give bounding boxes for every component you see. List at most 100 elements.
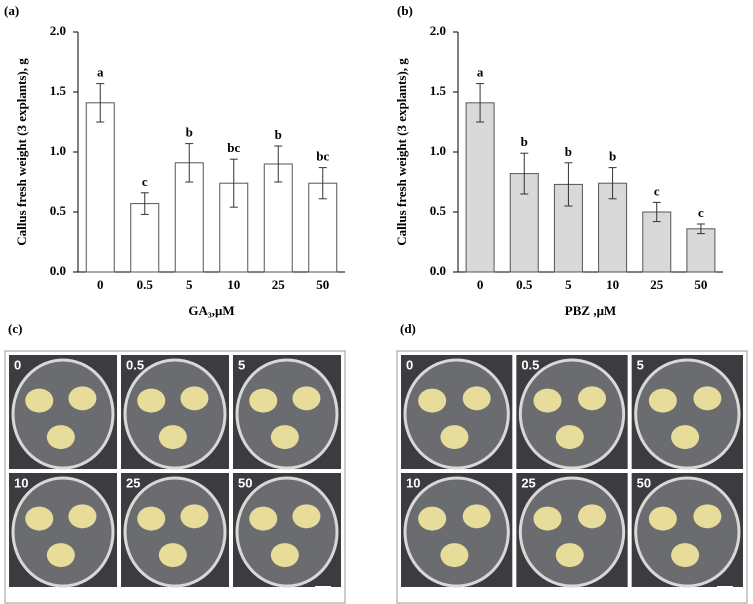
significance-letter: b bbox=[186, 125, 193, 140]
x-axis-label: PBZ ,μM bbox=[565, 303, 616, 318]
well-label: 50 bbox=[238, 475, 252, 490]
x-tick-label: 10 bbox=[606, 277, 619, 292]
petri-dish bbox=[123, 358, 227, 470]
well-label: 5 bbox=[637, 357, 644, 372]
well-label: 0 bbox=[406, 357, 413, 372]
y-tick-label: 0.0 bbox=[430, 263, 446, 278]
callus bbox=[533, 388, 562, 413]
well-label: 50 bbox=[637, 475, 651, 490]
significance-letter: bc bbox=[227, 140, 240, 155]
callus bbox=[137, 388, 166, 413]
callus bbox=[418, 506, 447, 531]
y-tick-label: 1.0 bbox=[430, 143, 446, 158]
significance-letter: a bbox=[97, 65, 104, 80]
panel-label: (d) bbox=[400, 321, 416, 336]
well-label: 5 bbox=[238, 357, 245, 372]
callus bbox=[25, 506, 54, 531]
petri-dish bbox=[518, 358, 626, 470]
significance-letter: b bbox=[275, 127, 282, 142]
y-tick-label: 0.0 bbox=[50, 263, 66, 278]
well-label: 25 bbox=[126, 475, 140, 490]
y-tick-label: 2.0 bbox=[50, 23, 66, 38]
callus bbox=[462, 504, 491, 529]
callus bbox=[68, 386, 97, 411]
bar bbox=[686, 228, 716, 273]
callus bbox=[249, 388, 278, 413]
significance-letter: c bbox=[698, 205, 704, 220]
x-tick-label: 10 bbox=[227, 277, 240, 292]
callus bbox=[555, 543, 584, 568]
callus bbox=[440, 543, 469, 568]
petri-dish bbox=[235, 358, 339, 470]
significance-letter: b bbox=[521, 134, 528, 149]
callus bbox=[292, 386, 321, 411]
callus bbox=[249, 506, 278, 531]
y-axis-label: Callus fresh weight (3 explants), g bbox=[394, 58, 409, 246]
callus bbox=[270, 425, 299, 450]
x-tick-label: 0 bbox=[477, 277, 484, 292]
callus bbox=[671, 543, 700, 568]
x-tick-label: 50 bbox=[694, 277, 707, 292]
callus bbox=[533, 506, 562, 531]
well-label: 25 bbox=[521, 475, 535, 490]
callus bbox=[693, 386, 722, 411]
x-axis-label: GA₃,μM bbox=[188, 303, 234, 318]
petri-dish bbox=[123, 476, 227, 588]
y-tick-label: 1.0 bbox=[50, 143, 66, 158]
callus bbox=[180, 386, 209, 411]
x-tick-label: 5 bbox=[565, 277, 572, 292]
x-tick-label: 25 bbox=[272, 277, 286, 292]
x-tick-label: 5 bbox=[186, 277, 193, 292]
callus bbox=[137, 506, 166, 531]
callus bbox=[578, 386, 607, 411]
callus bbox=[671, 425, 700, 450]
callus bbox=[440, 425, 469, 450]
callus bbox=[158, 425, 187, 450]
callus bbox=[68, 504, 97, 529]
y-tick-label: 2.0 bbox=[430, 23, 446, 38]
bar bbox=[174, 162, 204, 273]
panel-label: (c) bbox=[8, 321, 22, 336]
petri-dish bbox=[11, 358, 115, 470]
bar bbox=[85, 102, 115, 273]
callus bbox=[180, 504, 209, 529]
well-label: 0.5 bbox=[521, 357, 539, 372]
callus bbox=[158, 543, 187, 568]
panel-label: (b) bbox=[397, 3, 413, 18]
significance-letter: b bbox=[609, 149, 616, 164]
bar bbox=[509, 173, 539, 273]
petri-dish bbox=[11, 476, 115, 588]
significance-letter: b bbox=[565, 144, 572, 159]
callus bbox=[648, 388, 677, 413]
y-tick-label: 0.5 bbox=[50, 203, 67, 218]
petri-dish bbox=[235, 476, 339, 588]
callus bbox=[578, 504, 607, 529]
x-tick-label: 0.5 bbox=[516, 277, 533, 292]
bar bbox=[219, 182, 249, 273]
significance-letter: c bbox=[142, 174, 148, 189]
petri-dish bbox=[403, 358, 510, 470]
well-label: 10 bbox=[406, 475, 420, 490]
callus bbox=[555, 425, 584, 450]
x-tick-label: 0.5 bbox=[137, 277, 154, 292]
callus bbox=[25, 388, 54, 413]
callus bbox=[292, 504, 321, 529]
bar bbox=[465, 102, 495, 273]
callus bbox=[46, 425, 75, 450]
callus bbox=[46, 543, 75, 568]
y-axis-label: Callus fresh weight (3 explants), g bbox=[14, 58, 29, 246]
x-tick-label: 25 bbox=[650, 277, 664, 292]
petri-dish bbox=[403, 476, 510, 588]
panel-label: (a) bbox=[4, 3, 19, 18]
well-label: 0 bbox=[14, 357, 21, 372]
petri-dish bbox=[634, 358, 741, 470]
significance-letter: a bbox=[477, 65, 484, 80]
significance-letter: bc bbox=[316, 149, 329, 164]
callus bbox=[418, 388, 447, 413]
x-tick-label: 50 bbox=[316, 277, 329, 292]
y-tick-label: 0.5 bbox=[430, 203, 447, 218]
callus bbox=[462, 386, 491, 411]
y-tick-label: 1.5 bbox=[430, 83, 447, 98]
callus bbox=[693, 504, 722, 529]
